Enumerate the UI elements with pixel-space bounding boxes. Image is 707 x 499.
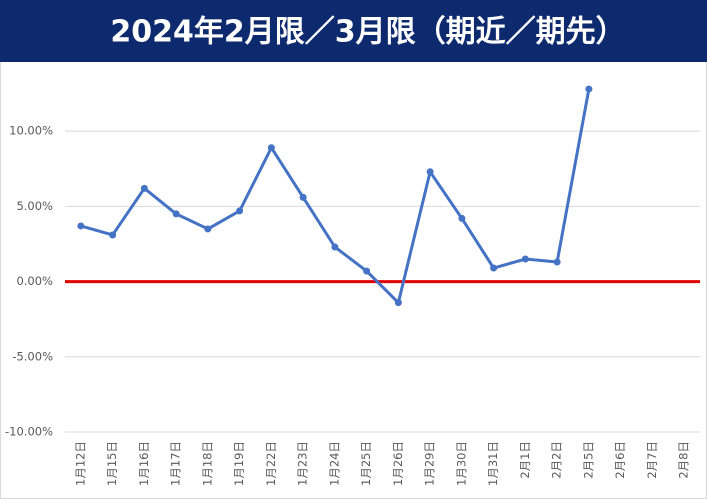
y-tick-label: 10.00%	[9, 124, 53, 138]
data-point	[585, 85, 593, 93]
x-tick-label: 1月19日	[232, 441, 246, 486]
x-tick-label: 1月30日	[454, 441, 468, 486]
y-tick-label: -10.00%	[5, 425, 53, 439]
x-tick-label: 1月17日	[169, 441, 183, 486]
x-tick-label: 2月1日	[518, 441, 532, 479]
x-tick-label: 1月22日	[264, 441, 278, 486]
x-tick-label: 1月15日	[105, 441, 119, 486]
chart-title: 2024年2月限／3月限（期近／期先）	[110, 15, 625, 50]
x-tick-label: 1月29日	[423, 441, 437, 486]
data-point	[490, 264, 498, 272]
data-point	[172, 210, 180, 218]
y-tick-label: 5.00%	[16, 199, 53, 213]
data-point	[394, 299, 402, 307]
title-banner	[0, 0, 707, 62]
data-point	[299, 193, 307, 201]
data-point	[109, 231, 117, 239]
x-tick-label: 1月18日	[200, 441, 214, 486]
data-point	[140, 184, 148, 192]
x-tick-label: 2月6日	[613, 441, 627, 479]
x-tick-label: 1月25日	[359, 441, 373, 486]
data-point	[363, 267, 371, 275]
data-point	[458, 214, 466, 222]
data-point	[331, 243, 339, 251]
data-point	[267, 144, 275, 152]
x-tick-label: 1月26日	[391, 441, 405, 486]
x-tick-label: 1月31日	[486, 441, 500, 486]
data-point	[236, 207, 244, 215]
y-tick-label: 0.00%	[16, 274, 53, 288]
x-tick-label: 2月8日	[677, 441, 691, 479]
data-point	[204, 225, 212, 233]
data-point	[521, 255, 529, 263]
x-tick-label: 2月2日	[550, 441, 564, 479]
data-point	[426, 168, 434, 176]
x-tick-label: 2月5日	[581, 441, 595, 479]
x-tick-label: 1月12日	[73, 441, 87, 486]
x-tick-label: 2月7日	[645, 441, 659, 479]
x-tick-label: 1月16日	[137, 441, 151, 486]
x-tick-label: 1月24日	[327, 441, 341, 486]
data-point	[553, 258, 561, 266]
y-tick-label: -5.00%	[12, 349, 53, 363]
x-tick-label: 1月23日	[296, 441, 310, 486]
data-point	[77, 222, 85, 230]
